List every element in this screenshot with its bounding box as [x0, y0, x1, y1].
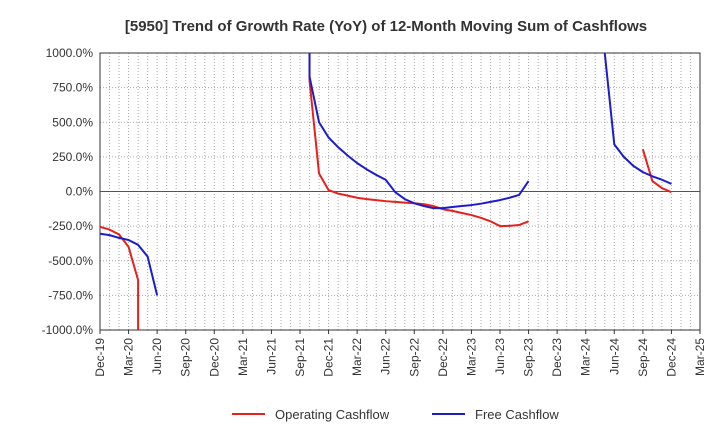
x-tick-label: Dec-19: [93, 338, 107, 377]
series-lines: [100, 53, 672, 330]
x-tick-label: Mar-20: [122, 338, 136, 376]
x-tick-label: Dec-21: [322, 338, 336, 377]
legend: Operating Cashflow Free Cashflow: [232, 407, 559, 422]
y-tick-label: -250.0%: [48, 219, 93, 233]
y-tick-label: 250.0%: [52, 150, 93, 164]
x-tick-label: Jun-21: [264, 338, 278, 375]
x-tick-label: Mar-23: [464, 338, 478, 376]
y-tick-label: -500.0%: [48, 254, 93, 268]
free-cashflow-line: [100, 232, 159, 296]
x-tick-label: Sep-22: [407, 338, 421, 377]
operating-cashflow-line: [100, 225, 140, 330]
x-tick-label: Mar-22: [350, 338, 364, 376]
x-tick-label: Sep-24: [636, 338, 650, 377]
x-tick-label: Dec-23: [550, 338, 564, 377]
y-tick-label: 750.0%: [52, 81, 93, 95]
x-tick-label: Jun-24: [607, 338, 621, 375]
operating-cashflow-line: [641, 148, 672, 194]
legend-label-free-cashflow: Free Cashflow: [475, 407, 559, 422]
x-tick-label: Mar-21: [236, 338, 250, 376]
x-tick-label: Sep-23: [522, 338, 536, 377]
axes: 1000.0% 750.0% 500.0% 250.0% 0.0% -250.0% -500…: [42, 46, 707, 377]
grid: [100, 53, 700, 330]
x-tick-label: Jun-20: [150, 338, 164, 375]
x-tick-label: Dec-22: [436, 338, 450, 377]
x-tick-label: Jun-22: [379, 338, 393, 375]
free-cashflow-line: [308, 53, 530, 210]
y-tick-label: -750.0%: [48, 288, 93, 302]
x-tick-label: Sep-21: [293, 338, 307, 377]
y-tick-label: 1000.0%: [46, 46, 94, 60]
plot-frame: [99, 52, 701, 331]
legend-label-operating-cashflow: Operating Cashflow: [275, 407, 390, 422]
chart-title: [5950] Trend of Growth Rate (YoY) of 12-…: [125, 18, 647, 35]
x-tick-label: Sep-20: [179, 338, 193, 377]
x-tick-label: Mar-24: [579, 338, 593, 376]
x-tick-label: Dec-24: [664, 338, 678, 377]
x-tick-label: Jun-23: [493, 338, 507, 375]
y-tick-label: -1000.0%: [42, 323, 94, 337]
x-tick-label: Dec-20: [207, 338, 221, 377]
free-cashflow-line: [603, 53, 672, 185]
x-tick-label: Mar-25: [693, 338, 707, 376]
y-tick-label: 500.0%: [52, 115, 93, 129]
y-tick-label: 0.0%: [66, 185, 94, 199]
